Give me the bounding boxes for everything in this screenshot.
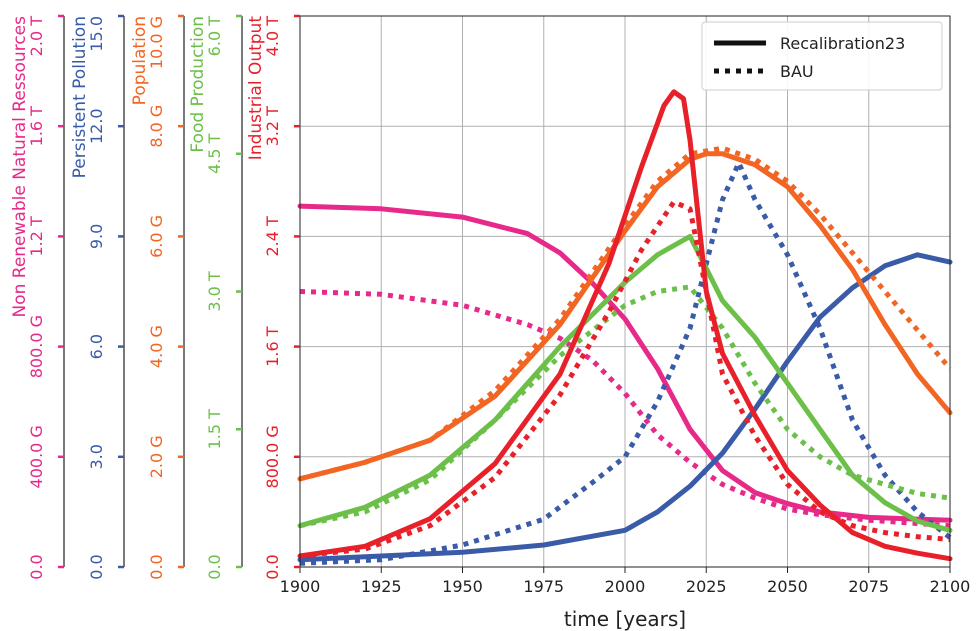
y-tick-label-nrr-3: 1.2 T xyxy=(27,216,46,257)
y-axis-title-pollution: Persistent Pollution xyxy=(70,16,90,178)
x-axis: 1900 1925 1950 1975 2000 2025 2050 2075 2100 xyxy=(280,567,971,596)
y-tick-label-nrr-0: 0.0 xyxy=(27,554,46,579)
series-industry-solid xyxy=(297,89,953,562)
x-axis-label: time [years] xyxy=(564,607,686,631)
series-population-solid xyxy=(297,151,953,482)
legend: Recalibration23 BAU xyxy=(701,21,943,91)
y-axis-title-population: Population xyxy=(130,16,150,105)
series-population-dotted xyxy=(299,145,952,482)
y-tick-label-food-2: 3.0 T xyxy=(205,271,224,312)
x-tick-label-0: 1900 xyxy=(280,577,321,596)
y-tick-label-population-3: 6.0 G xyxy=(147,215,166,258)
y-tick-label-nrr-1: 400.0 G xyxy=(27,425,46,488)
y-tick-label-nrr-2: 800.0 G xyxy=(27,315,46,378)
y-tick-label-population-5: 10.0 G xyxy=(147,16,166,69)
series-pollution-solid xyxy=(297,252,953,563)
legend-label-dotted: BAU xyxy=(780,62,814,81)
y-tick-label-nrr-5: 2.0 T xyxy=(27,16,46,57)
x-tick-label-2: 1950 xyxy=(442,577,483,596)
y-axis-title-industry: Industrial Output xyxy=(246,16,266,161)
series-food-dotted xyxy=(299,284,951,529)
y-tick-label-population-4: 8.0 G xyxy=(147,105,166,148)
y-tick-label-nrr-4: 1.6 T xyxy=(27,106,46,147)
y-tick-label-pollution-0: 0.0 xyxy=(87,554,106,579)
legend-label-solid: Recalibration23 xyxy=(780,34,905,53)
legend-box xyxy=(701,21,943,91)
series-industry-dotted xyxy=(299,199,951,559)
y-tick-label-population-1: 2.0 G xyxy=(147,435,166,478)
x-tick-label-4: 2000 xyxy=(605,577,646,596)
y-tick-label-industry-2: 1.6 T xyxy=(263,326,282,367)
y-tick-label-food-4: 6.0 T xyxy=(205,16,224,57)
y-tick-label-pollution-2: 6.0 xyxy=(87,334,106,359)
y-tick-label-food-3: 4.5 T xyxy=(205,133,224,174)
y-tick-label-population-0: 0.0 xyxy=(147,554,166,579)
y-axis-title-food: Food Production xyxy=(188,16,208,153)
y-axis-title-nrr: Non Renewable Natural Ressources xyxy=(10,16,30,318)
x-tick-label-8: 2100 xyxy=(930,577,971,596)
y-tick-label-pollution-3: 9.0 xyxy=(87,224,106,249)
y-tick-label-population-2: 4.0 G xyxy=(147,325,166,368)
y-tick-label-pollution-4: 12.0 xyxy=(87,108,106,144)
y-axis-industry: 0.0 800.0 G 1.6 T 2.4 T 3.2 T 4.0 TIndustrial… xyxy=(246,14,300,580)
y-tick-label-industry-3: 2.4 T xyxy=(263,216,282,257)
y-tick-label-food-0: 0.0 xyxy=(205,554,224,579)
y-tick-label-industry-5: 4.0 T xyxy=(263,16,282,57)
y-tick-label-pollution-1: 3.0 xyxy=(87,444,106,469)
series-layer xyxy=(297,89,953,566)
y-tick-label-food-1: 1.5 T xyxy=(205,409,224,450)
y-tick-label-industry-0: 0.0 xyxy=(263,554,282,579)
x-tick-label-7: 2075 xyxy=(848,577,889,596)
x-tick-label-3: 1975 xyxy=(523,577,564,596)
y-tick-label-pollution-5: 15.0 xyxy=(87,16,106,52)
y-tick-label-industry-4: 3.2 T xyxy=(263,106,282,147)
x-tick-label-6: 2050 xyxy=(767,577,808,596)
x-tick-label-1: 1925 xyxy=(361,577,402,596)
series-pollution-dotted xyxy=(299,160,952,566)
y-tick-label-industry-1: 800.0 G xyxy=(263,425,282,488)
x-tick-label-5: 2025 xyxy=(686,577,727,596)
series-nrr-solid xyxy=(297,203,953,523)
